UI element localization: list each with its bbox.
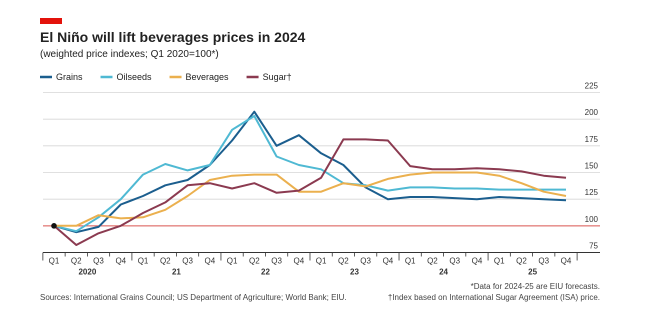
x-tick-label: Q4 xyxy=(204,257,215,266)
year-label: 2020 xyxy=(78,268,96,277)
x-tick-label: Q4 xyxy=(472,257,483,266)
year-label: 24 xyxy=(439,268,448,277)
x-tick-label: Q2 xyxy=(427,257,438,266)
x-tick-label: Q4 xyxy=(383,257,394,266)
note: *Data for 2024-25 are EIU forecasts. xyxy=(471,282,600,291)
y-tick-label: 150 xyxy=(585,162,599,171)
x-tick-label: Q2 xyxy=(71,257,82,266)
x-tick-label: Q3 xyxy=(538,257,549,266)
chart-subtitle: (weighted price indexes; Q1 2020=100*) xyxy=(40,49,219,60)
x-tick-label: Q1 xyxy=(494,257,505,266)
x-tick-label: Q3 xyxy=(449,257,460,266)
y-tick-label: 225 xyxy=(585,82,599,91)
year-label: 21 xyxy=(172,268,181,277)
series-line xyxy=(53,110,567,234)
series-line xyxy=(53,138,567,246)
year-label: 23 xyxy=(350,268,359,277)
x-tick-label: Q3 xyxy=(360,257,371,266)
x-tick-label: Q4 xyxy=(115,257,126,266)
x-tick-label: Q3 xyxy=(93,257,104,266)
x-tick-label: Q1 xyxy=(138,257,149,266)
x-tick-label: Q1 xyxy=(49,257,60,266)
x-tick-label: Q3 xyxy=(271,257,282,266)
y-tick-label: 75 xyxy=(589,242,598,251)
x-tick-label: Q1 xyxy=(227,257,238,266)
brand-mark xyxy=(40,18,62,24)
series-line xyxy=(54,171,567,227)
y-tick-label: 125 xyxy=(585,188,599,197)
x-tick-label: Q2 xyxy=(249,257,260,266)
x-tick-label: Q2 xyxy=(516,257,527,266)
legend-label: Oilseeds xyxy=(117,72,153,82)
series-line xyxy=(53,115,566,233)
y-tick-label: 100 xyxy=(585,215,599,224)
year-label: 22 xyxy=(261,268,270,277)
x-tick-label: Q1 xyxy=(316,257,327,266)
y-tick-label: 200 xyxy=(585,108,599,117)
y-tick-label: 175 xyxy=(585,135,599,144)
x-tick-label: Q2 xyxy=(160,257,171,266)
legend-label: Beverages xyxy=(186,72,230,82)
x-tick-label: Q2 xyxy=(338,257,349,266)
chart-title: El Niño will lift beverages prices in 20… xyxy=(40,29,306,45)
note: †Index based on International Sugar Agre… xyxy=(388,293,600,302)
x-tick-label: Q3 xyxy=(182,257,193,266)
x-tick-label: Q1 xyxy=(405,257,416,266)
x-tick-label: Q4 xyxy=(561,257,572,266)
x-tick-label: Q4 xyxy=(294,257,305,266)
legend-label: Grains xyxy=(56,72,83,82)
legend-label: Sugar† xyxy=(263,72,292,82)
year-label: 25 xyxy=(528,268,537,277)
source: Sources: International Grains Council; U… xyxy=(40,293,347,302)
start-dot xyxy=(51,223,57,229)
